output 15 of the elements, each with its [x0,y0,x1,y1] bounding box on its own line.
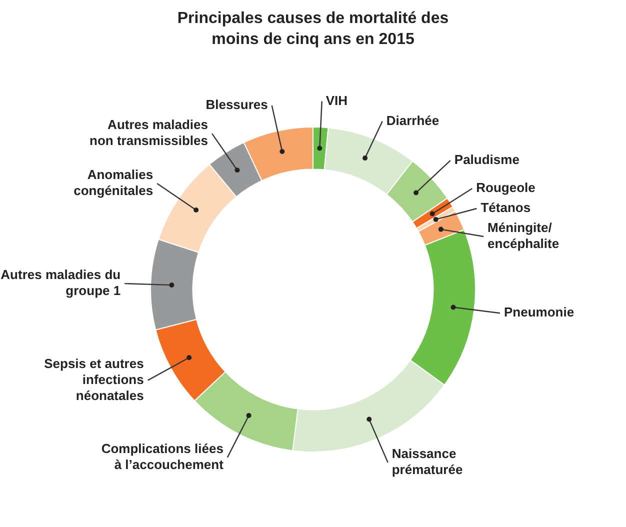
slice-label: Naissance prématurée [392,446,463,478]
slice-label: Blessures [206,97,268,112]
slice-label: Complications liées à l’accouchement [101,441,224,472]
slice-label: Tétanos [480,200,531,216]
slice-label: Paludisme [454,152,520,168]
slice-label: Autres maladies du groupe 1 [0,267,121,298]
slice-label: Diarrhée [386,112,440,128]
slice-label: Méningite/ encéphalite [488,220,560,252]
slice-label: Pneumonie [504,304,574,320]
slice-label: Rougeole [476,180,536,196]
slice-label: Anomalies congénitales [74,167,154,198]
slice-label: Autres maladies non transmissibles [90,117,208,148]
slice-label: VIH [326,92,348,108]
slice-label: Sepsis et autres infections néonatales [44,356,144,403]
chart-title: Principales causes de mortalité des moins de cinq ans en 2015 [176,9,450,50]
